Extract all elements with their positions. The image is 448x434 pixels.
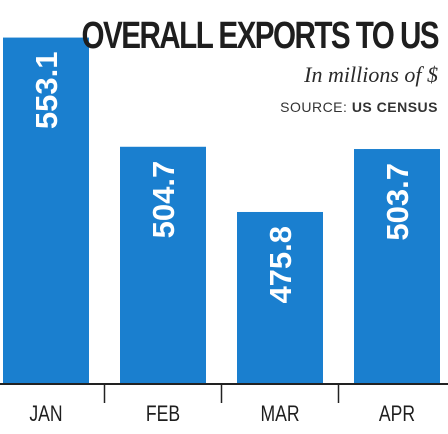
category-label-apr: APR <box>379 402 415 426</box>
bar-jan <box>3 37 89 384</box>
chart-title: OVERALL EXPORTS TO US <box>81 15 440 57</box>
category-label-mar: MAR <box>260 402 299 426</box>
category-label-jan: JAN <box>29 402 62 426</box>
bar-mar <box>237 211 323 383</box>
bars-group <box>3 37 440 384</box>
value-labels-group: 553.1 504.7 475.8 503.7 <box>29 52 415 304</box>
source-line: SOURCE: US CENSUS <box>280 98 438 116</box>
value-label-jan: 553.1 <box>29 52 64 130</box>
value-label-mar: 475.8 <box>263 226 298 304</box>
value-label-feb: 504.7 <box>146 161 181 239</box>
category-labels-group: JAN FEB MAR APR <box>29 402 415 426</box>
chart-subtitle: In millions of $ <box>304 62 438 87</box>
source-label: SOURCE: <box>280 99 348 115</box>
bar-apr <box>354 149 440 383</box>
value-label-apr: 503.7 <box>380 163 415 241</box>
category-label-feb: FEB <box>146 402 180 426</box>
source-value: US CENSUS <box>351 99 438 115</box>
x-axis-ticks-group <box>103 383 340 403</box>
bar-feb <box>120 146 206 383</box>
